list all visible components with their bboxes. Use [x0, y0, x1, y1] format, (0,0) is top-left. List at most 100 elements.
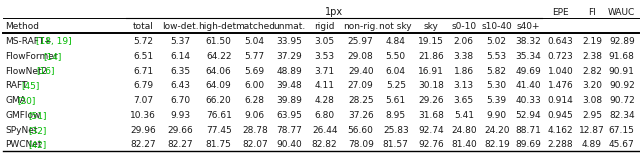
Text: 24.20: 24.20: [484, 126, 509, 135]
Text: 5.02: 5.02: [487, 37, 507, 46]
Text: 90.40: 90.40: [276, 140, 302, 149]
Text: unmat.: unmat.: [273, 22, 305, 31]
Text: 90.72: 90.72: [609, 96, 635, 105]
Text: 67.15: 67.15: [609, 126, 635, 135]
Text: 4.28: 4.28: [315, 96, 335, 105]
Text: 0.643: 0.643: [548, 37, 573, 46]
Text: 88.71: 88.71: [515, 126, 541, 135]
Text: 24.80: 24.80: [451, 126, 477, 135]
Text: 12.87: 12.87: [579, 126, 605, 135]
Text: 82.07: 82.07: [242, 140, 268, 149]
Text: Method: Method: [5, 22, 39, 31]
Text: PWCNet: PWCNet: [5, 140, 42, 149]
Text: GMFlow: GMFlow: [5, 111, 40, 120]
Text: 89.69: 89.69: [515, 140, 541, 149]
Text: 27.09: 27.09: [348, 81, 374, 90]
Text: 25.97: 25.97: [348, 37, 374, 46]
Text: 5.53: 5.53: [486, 52, 507, 61]
Text: 5.82: 5.82: [487, 67, 507, 76]
Text: 40.33: 40.33: [515, 96, 541, 105]
Text: 5.69: 5.69: [244, 67, 265, 76]
Text: 5.77: 5.77: [244, 52, 265, 61]
Text: 5.37: 5.37: [170, 37, 190, 46]
Text: 1.040: 1.040: [548, 67, 573, 76]
Text: 4.162: 4.162: [548, 126, 573, 135]
Text: 8.95: 8.95: [386, 111, 406, 120]
Text: EPE: EPE: [552, 8, 569, 17]
Text: 6.71: 6.71: [133, 67, 154, 76]
Text: 7.07: 7.07: [133, 96, 154, 105]
Text: 5.61: 5.61: [386, 96, 406, 105]
Text: 0.914: 0.914: [548, 96, 573, 105]
Text: 29.26: 29.26: [418, 96, 444, 105]
Text: 92.89: 92.89: [609, 37, 635, 46]
Text: 56.60: 56.60: [348, 126, 374, 135]
Text: 10.36: 10.36: [131, 111, 156, 120]
Text: s40+: s40+: [516, 22, 540, 31]
Text: 6.28: 6.28: [244, 96, 265, 105]
Text: 4.84: 4.84: [386, 37, 406, 46]
Text: 92.74: 92.74: [418, 126, 444, 135]
Text: 78.77: 78.77: [276, 126, 302, 135]
Text: 19.15: 19.15: [418, 37, 444, 46]
Text: 61.50: 61.50: [206, 37, 232, 46]
Text: 49.69: 49.69: [515, 67, 541, 76]
Text: 21.86: 21.86: [418, 52, 444, 61]
Text: 82.27: 82.27: [168, 140, 193, 149]
Text: 5.04: 5.04: [244, 37, 265, 46]
Text: 0.945: 0.945: [548, 111, 573, 120]
Text: MS-RAFT+: MS-RAFT+: [5, 37, 52, 46]
Text: 5.41: 5.41: [454, 111, 474, 120]
Text: 28.25: 28.25: [348, 96, 374, 105]
Text: 6.35: 6.35: [170, 67, 190, 76]
Text: 52.94: 52.94: [515, 111, 541, 120]
Text: 35.34: 35.34: [515, 52, 541, 61]
Text: 64.09: 64.09: [206, 81, 232, 90]
Text: 4.11: 4.11: [315, 81, 335, 90]
Text: 6.14: 6.14: [170, 52, 190, 61]
Text: 38.32: 38.32: [515, 37, 541, 46]
Text: 1.86: 1.86: [454, 67, 474, 76]
Text: 3.13: 3.13: [454, 81, 474, 90]
Text: 4.89: 4.89: [582, 140, 602, 149]
Text: high-det.: high-det.: [198, 22, 239, 31]
Text: 2.38: 2.38: [582, 52, 602, 61]
Text: Fl: Fl: [588, 8, 596, 17]
Text: [51]: [51]: [29, 111, 47, 120]
Text: 3.05: 3.05: [315, 37, 335, 46]
Text: 64.06: 64.06: [206, 67, 232, 76]
Text: 63.95: 63.95: [276, 111, 302, 120]
Text: 6.00: 6.00: [244, 81, 265, 90]
Text: non-rig.: non-rig.: [343, 22, 378, 31]
Text: 82.82: 82.82: [312, 140, 337, 149]
Text: 6.51: 6.51: [133, 52, 154, 61]
Text: 6.79: 6.79: [133, 81, 154, 90]
Text: [16]: [16]: [36, 67, 54, 76]
Text: 3.53: 3.53: [315, 52, 335, 61]
Text: 6.43: 6.43: [170, 81, 190, 90]
Text: 48.89: 48.89: [276, 67, 302, 76]
Text: 9.06: 9.06: [244, 111, 265, 120]
Text: sky: sky: [424, 22, 438, 31]
Text: [32]: [32]: [29, 126, 47, 135]
Text: total: total: [133, 22, 154, 31]
Text: 82.19: 82.19: [484, 140, 509, 149]
Text: FlowNet2: FlowNet2: [5, 67, 47, 76]
Text: 25.83: 25.83: [383, 126, 409, 135]
Text: 81.57: 81.57: [383, 140, 409, 149]
Text: [18, 19]: [18, 19]: [36, 37, 72, 46]
Text: 78.09: 78.09: [348, 140, 374, 149]
Text: 2.06: 2.06: [454, 37, 474, 46]
Text: not sky: not sky: [380, 22, 412, 31]
Text: 45.67: 45.67: [609, 140, 635, 149]
Text: 5.25: 5.25: [386, 81, 406, 90]
Text: 3.71: 3.71: [315, 67, 335, 76]
Text: 82.34: 82.34: [609, 111, 635, 120]
Text: 29.40: 29.40: [348, 67, 374, 76]
Text: 30.18: 30.18: [418, 81, 444, 90]
Text: 5.50: 5.50: [386, 52, 406, 61]
Text: FlowFormer: FlowFormer: [5, 52, 58, 61]
Text: 28.78: 28.78: [242, 126, 268, 135]
Text: 2.19: 2.19: [582, 37, 602, 46]
Text: 6.04: 6.04: [386, 67, 406, 76]
